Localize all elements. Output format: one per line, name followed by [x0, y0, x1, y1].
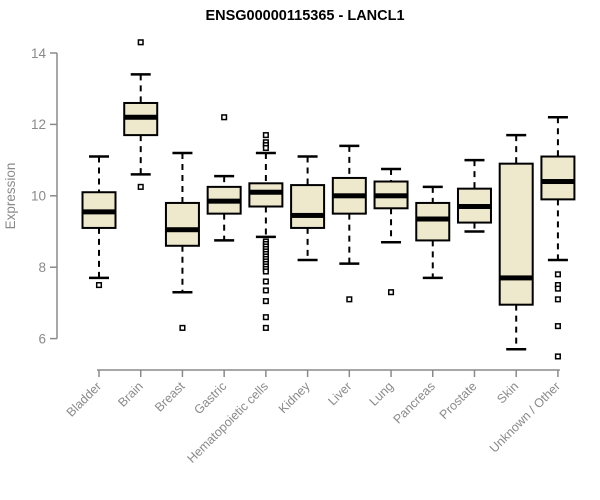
box-group-unknown-other — [540, 116, 576, 360]
outlier-hematopoietic-cells-17 — [262, 278, 269, 285]
box-group-pancreas — [415, 185, 451, 280]
outlier-bladder-0 — [95, 282, 103, 289]
outlier-hematopoietic-cells-19 — [262, 298, 269, 305]
x-category-label-liver: Liver — [325, 379, 354, 408]
x-category-label-pancreas: Pancreas — [391, 379, 438, 426]
iqr-box-hematopoietic-cells — [248, 182, 284, 208]
median-hematopoietic-cells — [249, 189, 283, 195]
outlier-brain-0 — [137, 39, 144, 46]
outlier-lung-0 — [387, 289, 395, 296]
y-tick-label-6: 6 — [38, 331, 46, 346]
x-category-label-skin: Skin — [494, 379, 521, 406]
box-group-lung — [373, 167, 409, 296]
outlier-unknown-other-2 — [554, 285, 561, 292]
median-skin — [499, 275, 533, 281]
outlier-brain-1 — [137, 183, 144, 190]
box-group-breast — [164, 151, 200, 331]
median-brain — [124, 114, 158, 120]
outlier-liver-0 — [346, 296, 353, 303]
median-prostate — [457, 204, 491, 210]
y-tick-label-10: 10 — [31, 189, 46, 204]
median-kidney — [291, 212, 325, 218]
outlier-hematopoietic-cells-3 — [262, 144, 269, 152]
iqr-box-unknown-other — [540, 155, 576, 201]
y-axis-label: Expression — [3, 163, 18, 230]
box-group-brain — [123, 39, 159, 190]
x-category-label-bladder: Bladder — [64, 379, 104, 419]
x-category-label-gastric: Gastric — [191, 379, 229, 417]
box-group-bladder — [81, 155, 117, 289]
box-group-prostate — [456, 158, 492, 233]
x-category-label-prostate: Prostate — [437, 379, 480, 422]
outlier-unknown-other-5 — [554, 353, 561, 360]
outlier-unknown-other-3 — [554, 296, 561, 303]
outlier-hematopoietic-cells-0 — [262, 132, 269, 139]
box-group-kidney — [290, 155, 326, 262]
x-category-label-kidney: Kidney — [276, 379, 313, 416]
box-group-liver — [331, 144, 367, 303]
y-tick-label-14: 14 — [31, 46, 47, 61]
outlier-unknown-other-4 — [554, 323, 561, 330]
y-tick-label-12: 12 — [31, 117, 46, 132]
outlier-hematopoietic-cells-20 — [262, 314, 269, 321]
outlier-hematopoietic-cells-16 — [262, 268, 269, 275]
x-category-label-hematopoietic-cells: Hematopoietic cells — [184, 379, 271, 466]
outlier-gastric-0 — [221, 114, 228, 121]
axes-layer: 6 8 10 12 14 Bladder Brain Breast GastricHematop… — [31, 46, 563, 466]
median-unknown-other — [541, 179, 575, 185]
iqr-box-pancreas — [415, 201, 451, 242]
iqr-box-breast — [164, 201, 200, 247]
outlier-breast-0 — [179, 324, 186, 331]
outlier-hematopoietic-cells-18 — [262, 287, 269, 294]
boxes-layer — [81, 39, 576, 360]
box-group-hematopoietic-cells — [248, 132, 284, 331]
outlier-hematopoietic-cells-21 — [262, 324, 269, 331]
median-bladder — [82, 209, 116, 215]
x-category-label-lung: Lung — [367, 379, 397, 409]
x-category-label-breast: Breast — [152, 379, 188, 415]
y-tick-label-8: 8 — [38, 260, 46, 275]
x-category-label-unknown-other: Unknown / Other — [487, 379, 563, 455]
median-lung — [374, 193, 408, 199]
median-breast — [165, 227, 199, 233]
iqr-box-kidney — [290, 184, 326, 229]
box-group-skin — [498, 133, 534, 351]
iqr-box-skin — [498, 162, 534, 306]
median-gastric — [207, 198, 241, 204]
outlier-unknown-other-0 — [554, 271, 561, 278]
box-group-gastric — [206, 114, 242, 242]
median-liver — [332, 193, 366, 199]
x-category-label-brain: Brain — [115, 379, 146, 410]
chart-title: ENSG00000115365 - LANCL1 — [205, 8, 404, 24]
median-pancreas — [416, 216, 450, 222]
